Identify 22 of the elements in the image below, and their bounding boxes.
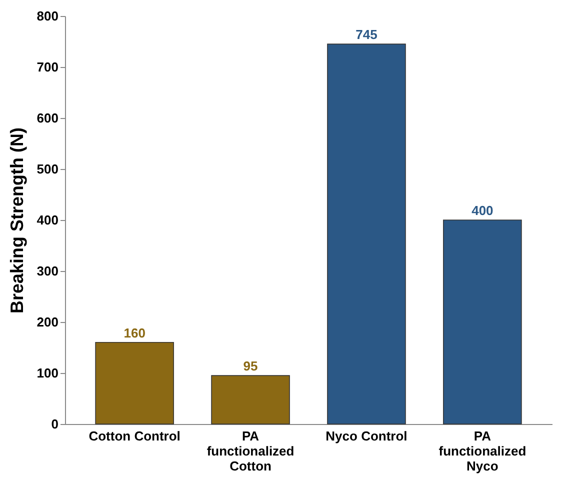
data-label: 95 [243, 358, 258, 374]
x-tick-label: PA functionalized Nyco [438, 428, 526, 474]
x-tick-label: Nyco Control [326, 428, 408, 444]
y-tick-label: 300 [36, 264, 58, 278]
data-label: 160 [124, 325, 146, 340]
x-tick-label: PA functionalized Cotton [206, 428, 294, 474]
y-tick-label: 700 [36, 60, 58, 74]
y-tick-label: 500 [36, 162, 58, 176]
y-tick-label: 0 [51, 416, 58, 432]
y-tick-label: 400 [36, 212, 58, 228]
x-tick-label: Cotton Control [88, 428, 180, 444]
bar [443, 220, 522, 424]
y-tick-label: 600 [36, 110, 58, 126]
y-tick-label: 200 [36, 314, 58, 330]
bar [95, 342, 174, 424]
bar [327, 44, 406, 424]
y-tick-label: 100 [36, 366, 58, 380]
data-label: 745 [356, 27, 378, 42]
y-axis-title: Breaking Strength (N) [6, 127, 27, 314]
y-tick-label: 800 [36, 8, 58, 24]
data-label: 400 [472, 203, 494, 218]
bar [211, 375, 290, 424]
